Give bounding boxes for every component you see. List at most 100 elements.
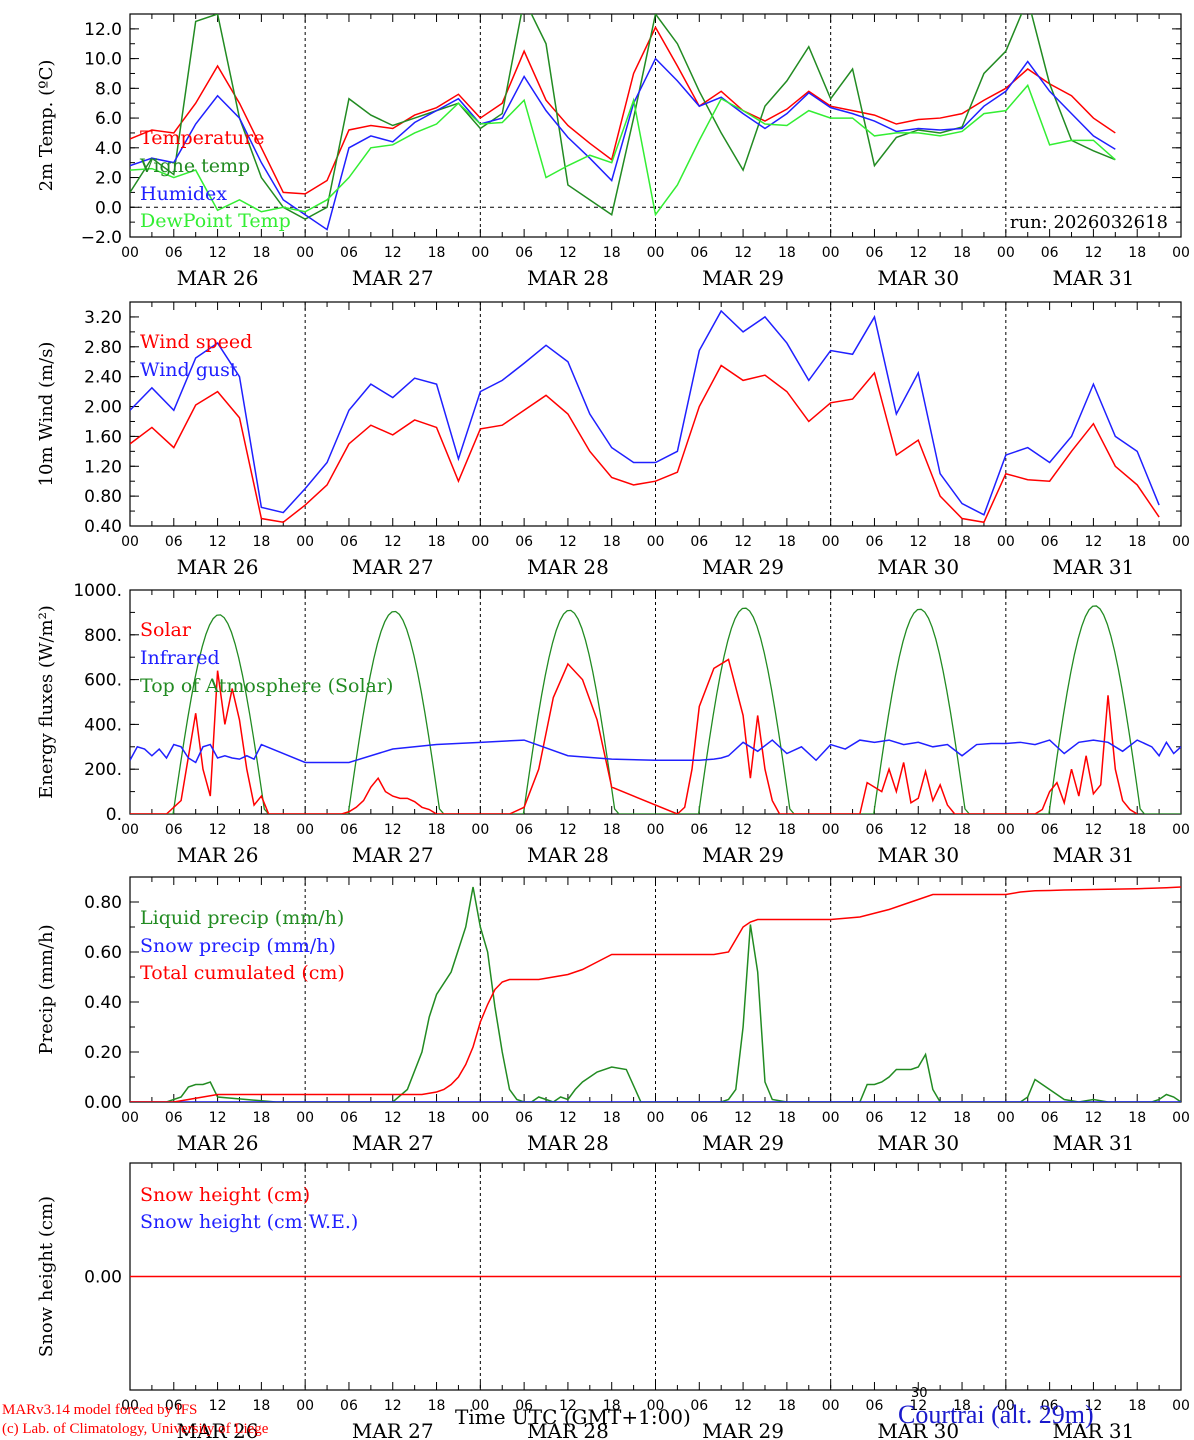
run-annotation: run: 2026032618: [1010, 212, 1168, 233]
series-dewpoint-temp-line: [130, 83, 1116, 217]
x-hour-label: 12: [734, 1110, 752, 1126]
y-tick-label: 800.: [84, 626, 122, 646]
station-name: Courtrai (alt. 29m): [898, 1400, 1094, 1429]
y-tick-label: 4.0: [95, 139, 122, 159]
x-hour-label: 18: [428, 1110, 446, 1126]
x-hour-label: 12: [209, 822, 227, 838]
x-hour-label: 06: [165, 534, 183, 550]
y-axis-title: Precip (mm/h): [36, 924, 57, 1054]
x-hour-label: 00: [121, 1398, 139, 1414]
x-hour-label: 18: [778, 1398, 796, 1414]
x-hour-label: 00: [471, 822, 489, 838]
x-hour-label: 12: [734, 822, 752, 838]
x-hour-label: 18: [252, 822, 270, 838]
x-hour-label: 12: [734, 534, 752, 550]
x-hour-label: 12: [384, 1398, 402, 1414]
x-hour-label: 12: [559, 1110, 577, 1126]
x-hour-label: 00: [1172, 822, 1190, 838]
legend-entry: Solar: [140, 619, 192, 641]
y-tick-label: 400.: [84, 715, 122, 735]
x-day-label: MAR 26: [177, 555, 259, 579]
x-hour-label: 06: [515, 1398, 533, 1414]
legend-entry: Wind gust: [140, 359, 238, 381]
x-hour-label: 06: [165, 1110, 183, 1126]
x-hour-label: 18: [603, 822, 621, 838]
x-hour-label: 12: [559, 822, 577, 838]
x-hour-label: 12: [559, 534, 577, 550]
x-hour-label: 12: [909, 245, 927, 261]
legend-entry: Total cumulated (cm): [140, 962, 345, 984]
x-hour-label: 12: [384, 534, 402, 550]
x-hour-label: 00: [121, 534, 139, 550]
x-hour-label: 06: [515, 822, 533, 838]
x-hour-label: 00: [647, 822, 665, 838]
x-day-label: MAR 27: [352, 1419, 434, 1440]
x-hour-label: 06: [690, 245, 708, 261]
x-day-label: MAR 31: [1053, 1131, 1135, 1155]
x-hour-label: 18: [953, 1398, 971, 1414]
x-hour-label: 12: [1085, 1110, 1103, 1126]
x-hour-label: 00: [822, 1110, 840, 1126]
x-hour-label: 00: [997, 822, 1015, 838]
x-hour-label: 06: [690, 1398, 708, 1414]
x-hour-label: 12: [909, 1398, 927, 1414]
y-axis-title: 10m Wind (m/s): [36, 342, 57, 487]
x-hour-label: 18: [778, 1110, 796, 1126]
y-tick-label: 1.20: [84, 457, 122, 477]
x-hour-label: 06: [866, 245, 884, 261]
stray-label: 30: [911, 1386, 928, 1401]
x-hour-label: 00: [296, 1110, 314, 1126]
x-hour-label: 00: [822, 822, 840, 838]
x-hour-label: 06: [340, 534, 358, 550]
x-hour-label: 06: [165, 822, 183, 838]
y-tick-label: 0.: [106, 805, 122, 825]
y-tick-label: 0.40: [84, 993, 122, 1013]
x-hour-label: 00: [296, 245, 314, 261]
x-day-label: MAR 31: [1053, 1419, 1135, 1440]
series-group: [130, 309, 1160, 524]
x-day-label: MAR 28: [527, 1131, 609, 1155]
x-hour-label: 18: [252, 534, 270, 550]
x-hour-label: 18: [1128, 822, 1146, 838]
x-hour-label: 00: [296, 1398, 314, 1414]
legend-entry: DewPoint Temp: [140, 210, 291, 232]
x-hour-label: 18: [252, 245, 270, 261]
x-day-label: MAR 28: [527, 266, 609, 290]
x-day-label: MAR 27: [352, 843, 434, 867]
legend-entry: Liquid precip (mm/h): [140, 907, 344, 929]
plot-frame: [129, 589, 1182, 815]
y-tick-label: 0.00: [84, 1268, 122, 1288]
x-hour-label: 06: [340, 822, 358, 838]
x-hour-label: 06: [515, 534, 533, 550]
x-hour-label: 18: [428, 245, 446, 261]
x-day-label: MAR 31: [1053, 555, 1135, 579]
x-hour-label: 00: [471, 1110, 489, 1126]
x-hour-label: 12: [209, 1110, 227, 1126]
x-hour-label: 12: [1085, 245, 1103, 261]
x-day-label: MAR 29: [702, 266, 784, 290]
x-hour-label: 00: [471, 534, 489, 550]
x-hour-label: 06: [866, 1398, 884, 1414]
series-group: [130, 886, 1181, 1102]
x-hour-label: 06: [1041, 1110, 1059, 1126]
series-temperature-line: [130, 25, 1116, 195]
x-day-label: MAR 30: [877, 555, 959, 579]
series-wind-gust-line: [130, 309, 1160, 516]
x-hour-label: 00: [1172, 1110, 1190, 1126]
series-liquid-precip-mm-h--line: [130, 886, 1181, 1102]
y-tick-label: 600.: [84, 671, 122, 691]
x-hour-label: 06: [165, 1398, 183, 1414]
y-tick-label: 10.0: [84, 50, 122, 70]
x-hour-label: 18: [953, 822, 971, 838]
x-day-label: MAR 29: [702, 555, 784, 579]
x-hour-label: 18: [603, 534, 621, 550]
x-day-label: MAR 26: [177, 843, 259, 867]
series-humidex-line: [130, 57, 1116, 231]
x-hour-label: 00: [1172, 534, 1190, 550]
x-hour-label: 12: [909, 1110, 927, 1126]
x-hour-label: 00: [471, 245, 489, 261]
x-hour-label: 18: [953, 245, 971, 261]
x-hour-label: 00: [647, 245, 665, 261]
x-day-label: MAR 28: [527, 843, 609, 867]
x-hour-label: 12: [1085, 822, 1103, 838]
